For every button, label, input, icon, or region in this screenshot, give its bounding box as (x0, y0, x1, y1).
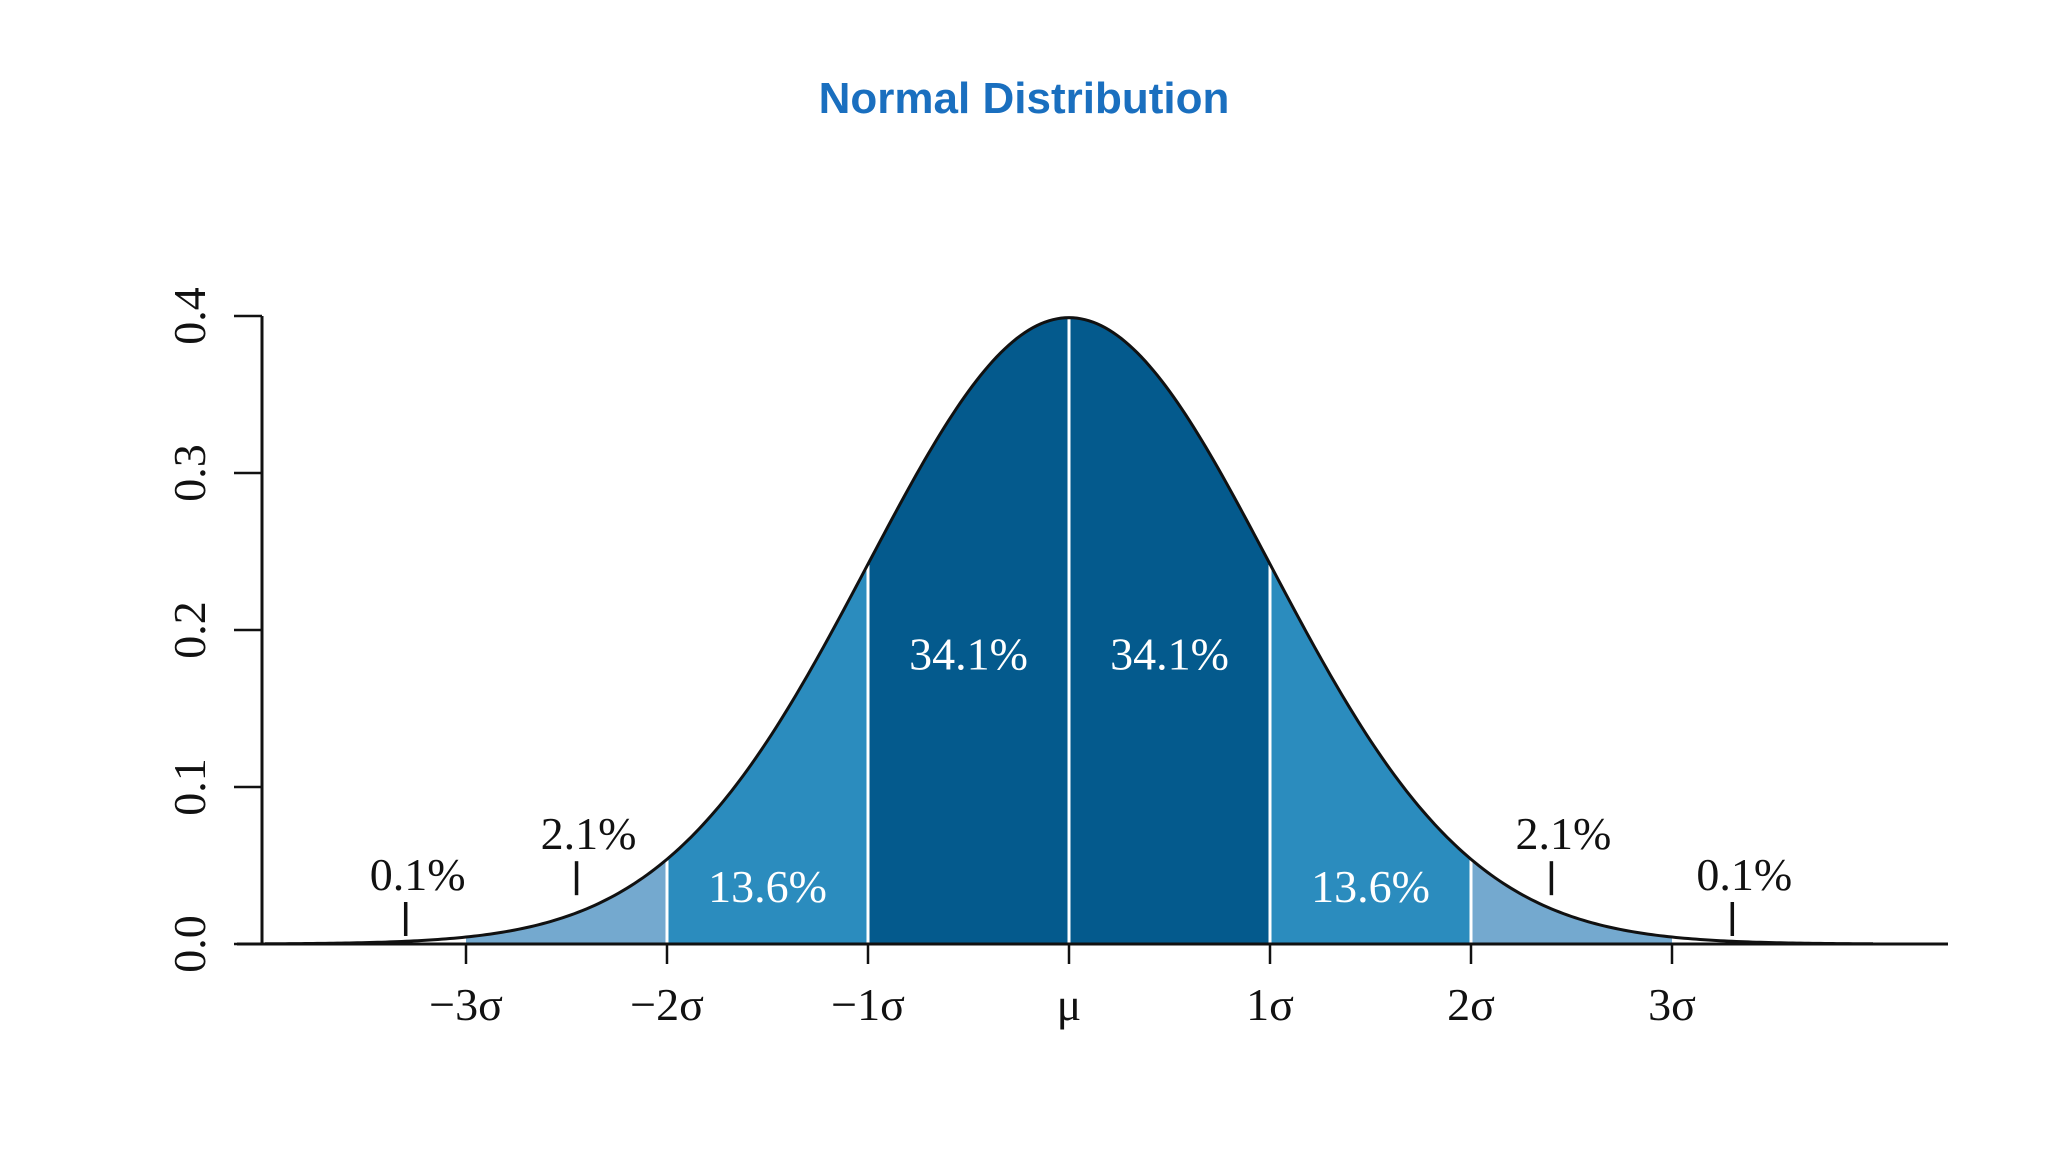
x-tick-label: 3σ (1648, 979, 1696, 1030)
region-percent-label: 34.1% (909, 629, 1028, 680)
x-tick-label: μ (1057, 979, 1082, 1030)
x-tick-label: −3σ (429, 979, 503, 1030)
region-percent-label: 13.6% (708, 861, 827, 912)
tail-percent-label: 0.1% (370, 849, 466, 900)
x-tick-label: −1σ (831, 979, 905, 1030)
y-tick-label: 0.1 (164, 758, 215, 816)
x-tick-label: 1σ (1246, 979, 1294, 1030)
region-percent-label: 13.6% (1311, 861, 1430, 912)
region-5 (1471, 859, 1672, 944)
y-tick-label: 0.0 (164, 915, 215, 973)
x-tick-label: −2σ (630, 979, 704, 1030)
region-percent-label: 34.1% (1110, 629, 1229, 680)
y-tick-label: 0.3 (164, 444, 215, 502)
tail-percent-label: 0.1% (1696, 849, 1792, 900)
y-tick-label: 0.4 (164, 287, 215, 345)
tail-percent-label: 2.1% (1515, 808, 1611, 859)
tail-percent-label: 2.1% (541, 808, 637, 859)
page-title: Normal Distribution (818, 74, 1230, 123)
region-0 (466, 859, 667, 944)
y-tick-label: 0.2 (164, 601, 215, 659)
density-curve (264, 316, 1874, 946)
x-tick-label: 2σ (1447, 979, 1495, 1030)
